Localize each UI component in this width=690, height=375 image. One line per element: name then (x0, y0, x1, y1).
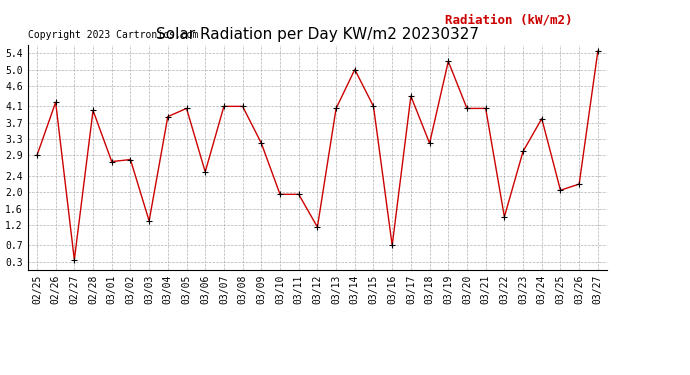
Text: Copyright 2023 Cartronics.com: Copyright 2023 Cartronics.com (28, 30, 198, 40)
Text: Radiation (kW/m2): Radiation (kW/m2) (445, 14, 573, 27)
Title: Solar Radiation per Day KW/m2 20230327: Solar Radiation per Day KW/m2 20230327 (156, 27, 479, 42)
